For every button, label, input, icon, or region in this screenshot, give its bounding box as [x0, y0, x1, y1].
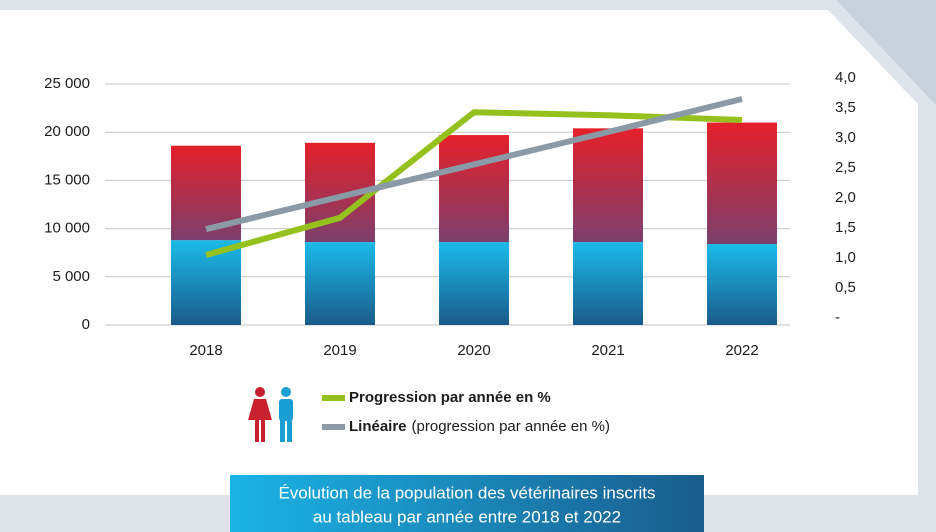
y2-tick-label: 1,0	[835, 249, 856, 266]
y-tick-label: 20 000	[44, 123, 90, 140]
bar	[439, 242, 509, 325]
bar	[573, 128, 643, 243]
caption-box	[230, 475, 704, 532]
caption-line: au tableau par année entre 2018 et 2022	[313, 507, 621, 526]
bar	[439, 135, 509, 243]
x-tick-label: 2021	[591, 342, 624, 359]
legend-note: (progression par année en %)	[412, 418, 610, 435]
y2-tick-label: 1,5	[835, 219, 856, 236]
y-tick-label: 25 000	[44, 75, 90, 92]
y2-tick-label: 3,0	[835, 129, 856, 146]
x-tick-label: 2022	[725, 342, 758, 359]
y2-tick-label: 2,0	[835, 189, 856, 206]
y2-tick-label: -	[835, 309, 840, 326]
bar	[573, 242, 643, 325]
bar	[707, 244, 777, 325]
caption-line: Évolution de la population des vétérinai…	[278, 483, 655, 502]
corner	[836, 0, 936, 105]
y-tick-label: 5 000	[52, 268, 90, 285]
bar	[707, 122, 777, 245]
bar	[305, 242, 375, 325]
y2-tick-label: 0,5	[835, 279, 856, 296]
y-tick-label: 0	[82, 316, 90, 333]
legend-label: Progression par année en %	[349, 389, 551, 406]
legend-icons	[248, 387, 293, 442]
y-tick-label: 15 000	[44, 171, 90, 188]
legend-label: Linéaire	[349, 418, 407, 435]
y-tick-label: 10 000	[44, 220, 90, 237]
x-tick-label: 2018	[189, 342, 222, 359]
line	[205, 109, 743, 258]
y2-tick-label: 4,0	[835, 69, 856, 86]
y2-tick-label: 2,5	[835, 159, 856, 176]
line	[205, 96, 743, 233]
x-tick-label: 2019	[323, 342, 356, 359]
x-tick-label: 2020	[457, 342, 490, 359]
y2-tick-label: 3,5	[835, 99, 856, 116]
